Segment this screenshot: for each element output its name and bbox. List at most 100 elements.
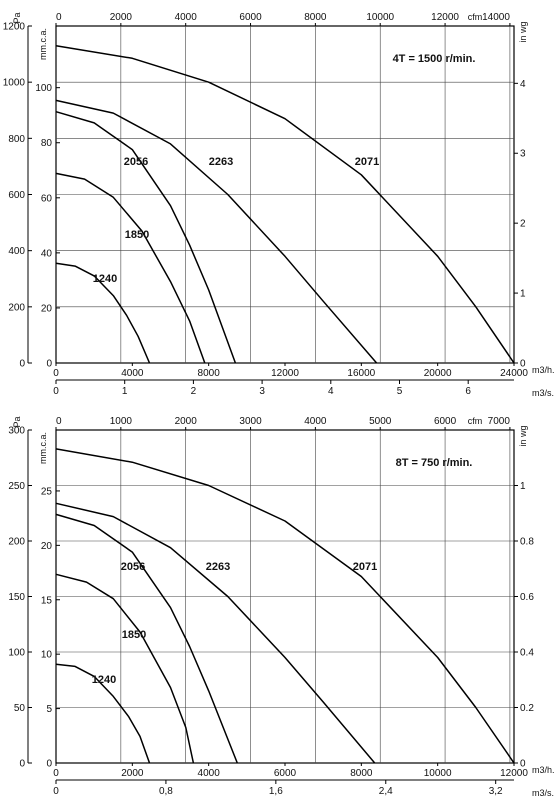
m3h-tick-label: 0 xyxy=(53,768,59,779)
cfm-tick-label: 0 xyxy=(56,416,62,427)
curve-2263 xyxy=(55,99,378,364)
m3h-tick-label: 12000 xyxy=(500,768,528,779)
cfm-tick-label: 14000 xyxy=(482,12,510,23)
mmca-unit-label: mm.c.a. xyxy=(38,28,48,60)
inwg-tick-label: 3 xyxy=(520,149,526,160)
m3s-tick-label: 0,8 xyxy=(159,786,173,797)
mmca-tick-label: 20 xyxy=(41,541,53,552)
inwg-tick-label: 0 xyxy=(520,359,526,370)
cfm-unit-label: cfm xyxy=(468,416,483,426)
m3h-tick-label: 0 xyxy=(53,368,59,379)
pa-tick-label: 0 xyxy=(19,759,25,770)
inwg-tick-label: 0.8 xyxy=(520,537,534,548)
mmca-tick-label: 25 xyxy=(41,486,53,497)
inwg-unit-label: in wg xyxy=(518,425,528,446)
pa-tick-label: 800 xyxy=(8,134,25,145)
mmca-tick-label: 60 xyxy=(41,193,53,204)
cfm-tick-label: 6000 xyxy=(239,12,262,23)
mmca-tick-label: 0 xyxy=(46,359,52,370)
m3h-tick-label: 24000 xyxy=(500,368,528,379)
m3h-unit-label: m3/h. xyxy=(532,365,555,375)
curve-label-2056: 2056 xyxy=(121,561,145,573)
m3s-tick-label: 0 xyxy=(53,786,59,797)
inwg-tick-label: 1 xyxy=(520,289,526,300)
m3s-tick-label: 5 xyxy=(397,386,403,397)
mmca-tick-label: 80 xyxy=(41,138,53,149)
curve-2263 xyxy=(55,502,376,764)
mmca-tick-label: 10 xyxy=(41,650,53,661)
pa-tick-label: 150 xyxy=(8,592,25,603)
inwg-tick-label: 1 xyxy=(520,481,526,492)
cfm-tick-label: 2000 xyxy=(175,416,198,427)
pa-tick-label: 0 xyxy=(19,359,25,370)
m3h-tick-label: 2000 xyxy=(121,768,144,779)
m3h-tick-label: 16000 xyxy=(347,368,375,379)
m3s-tick-label: 4 xyxy=(328,386,334,397)
m3h-unit-label: m3/h. xyxy=(532,765,555,775)
m3s-unit-label: m3/s. xyxy=(532,388,554,398)
m3s-tick-label: 1 xyxy=(122,386,128,397)
mmca-unit-label: mm.c.a. xyxy=(38,432,48,464)
m3s-tick-label: 2 xyxy=(191,386,197,397)
curve-2056 xyxy=(55,513,238,764)
m3h-tick-label: 8000 xyxy=(350,768,373,779)
speed-annotation: 8T = 750 r/min. xyxy=(396,457,473,469)
chart-8t-750: 050100150200250300Pa0510152025mm.c.a.00.… xyxy=(8,416,554,798)
pa-tick-label: 100 xyxy=(8,648,25,659)
curve-2056 xyxy=(55,110,237,364)
pa-tick-label: 200 xyxy=(8,302,25,313)
pa-tick-label: 300 xyxy=(8,426,25,437)
m3h-tick-label: 8000 xyxy=(198,368,221,379)
inwg-tick-label: 0.4 xyxy=(520,648,534,659)
chart-4t-1500: 020040060080010001200Pa020406080100mm.c.… xyxy=(3,12,555,398)
cfm-tick-label: 2000 xyxy=(110,12,133,23)
m3h-tick-label: 6000 xyxy=(274,768,297,779)
curve-label-2263: 2263 xyxy=(206,561,230,573)
curve-2071 xyxy=(55,448,515,764)
m3h-tick-label: 4000 xyxy=(198,768,221,779)
mmca-tick-label: 40 xyxy=(41,248,53,259)
curve-1850 xyxy=(55,573,195,764)
pa-unit-label: Pa xyxy=(12,12,22,23)
pa-tick-label: 400 xyxy=(8,246,25,257)
inwg-tick-label: 0.6 xyxy=(520,592,534,603)
inwg-tick-label: 0 xyxy=(520,759,526,770)
curve-label-1240: 1240 xyxy=(93,273,117,285)
m3s-tick-label: 3,2 xyxy=(489,786,503,797)
m3h-tick-label: 20000 xyxy=(424,368,452,379)
cfm-tick-label: 5000 xyxy=(369,416,392,427)
mmca-tick-label: 5 xyxy=(46,704,52,715)
curve-2071 xyxy=(55,44,515,364)
cfm-tick-label: 6000 xyxy=(434,416,457,427)
curve-label-2263: 2263 xyxy=(209,156,233,168)
m3s-unit-label: m3/s. xyxy=(532,788,554,798)
cfm-tick-label: 8000 xyxy=(304,12,327,23)
mmca-tick-label: 15 xyxy=(41,595,53,606)
cfm-tick-label: 10000 xyxy=(366,12,394,23)
inwg-tick-label: 0.2 xyxy=(520,703,534,714)
cfm-tick-label: 4000 xyxy=(304,416,327,427)
cfm-tick-label: 12000 xyxy=(431,12,459,23)
m3h-tick-label: 12000 xyxy=(271,368,299,379)
cfm-tick-label: 3000 xyxy=(239,416,262,427)
pa-tick-label: 200 xyxy=(8,537,25,548)
pa-tick-label: 50 xyxy=(14,703,26,714)
m3s-tick-label: 1,6 xyxy=(269,786,283,797)
m3h-tick-label: 10000 xyxy=(424,768,452,779)
cfm-tick-label: 7000 xyxy=(488,416,511,427)
curve-1240 xyxy=(55,663,151,764)
inwg-tick-label: 2 xyxy=(520,219,526,230)
cfm-unit-label: cfm xyxy=(468,12,483,22)
inwg-tick-label: 4 xyxy=(520,79,526,90)
cfm-tick-label: 1000 xyxy=(110,416,133,427)
pa-tick-label: 1200 xyxy=(3,22,26,33)
mmca-tick-label: 0 xyxy=(46,759,52,770)
curve-label-2071: 2071 xyxy=(355,156,379,168)
speed-annotation: 4T = 1500 r/min. xyxy=(393,53,476,65)
pa-tick-label: 250 xyxy=(8,481,25,492)
pa-tick-label: 1000 xyxy=(3,78,26,89)
m3s-tick-label: 6 xyxy=(465,386,471,397)
curve-1850 xyxy=(55,172,206,364)
curve-label-2056: 2056 xyxy=(124,156,148,168)
